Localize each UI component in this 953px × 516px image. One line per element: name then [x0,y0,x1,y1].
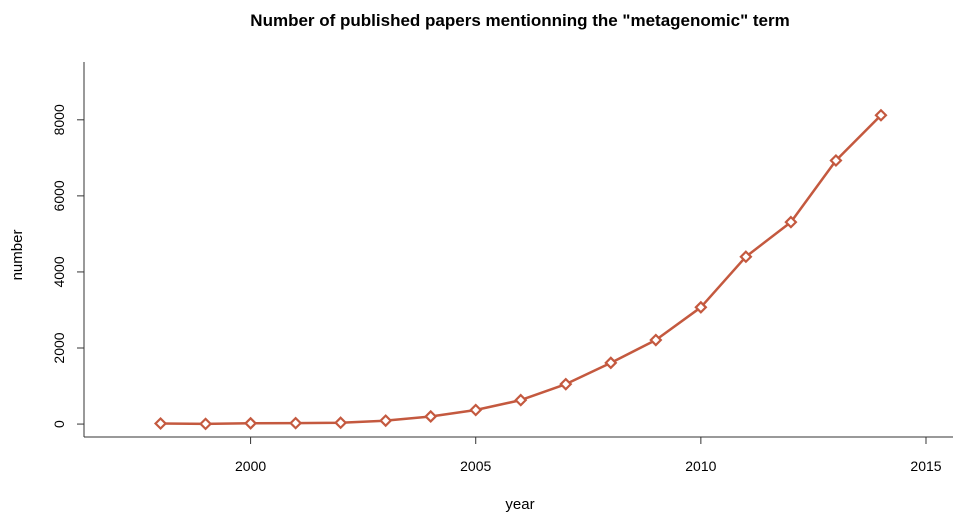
y-tick-label: 2000 [51,332,67,363]
data-point-marker [739,250,753,264]
x-ticks: 2000 2005 2010 2015 [235,437,942,474]
data-point-marker [874,108,888,122]
data-point-marker [153,416,168,431]
y-tick-label: 4000 [51,256,67,287]
data-point-marker [784,215,798,229]
data-point-marker [604,356,618,370]
x-tick-label: 2000 [235,458,266,474]
data-point-marker [334,416,348,430]
data-point-marker [829,153,843,168]
y-tick-label: 0 [51,420,67,428]
data-point-marker [289,416,303,430]
data-point-marker [559,377,573,391]
data-point-marker [199,417,213,431]
data-point-marker [379,414,393,428]
data-point-marker [694,300,708,314]
x-tick-label: 2005 [460,458,491,474]
y-ticks: 0 2000 4000 6000 8000 [51,104,84,428]
data-point-marker [514,393,528,407]
x-axis-label: year [505,496,534,513]
data-point-marker [469,403,483,417]
series-papers [153,108,888,431]
x-tick-label: 2015 [910,458,941,474]
data-point-marker [244,416,258,430]
series-line [160,114,882,426]
data-point-marker [424,409,438,424]
y-tick-label: 6000 [51,180,67,211]
x-tick-label: 2010 [685,458,716,474]
y-axis-label: number [9,230,26,281]
chart-title: Number of published papers mentionning t… [250,11,789,30]
data-point-marker [649,333,663,347]
y-tick-label: 8000 [51,104,67,135]
